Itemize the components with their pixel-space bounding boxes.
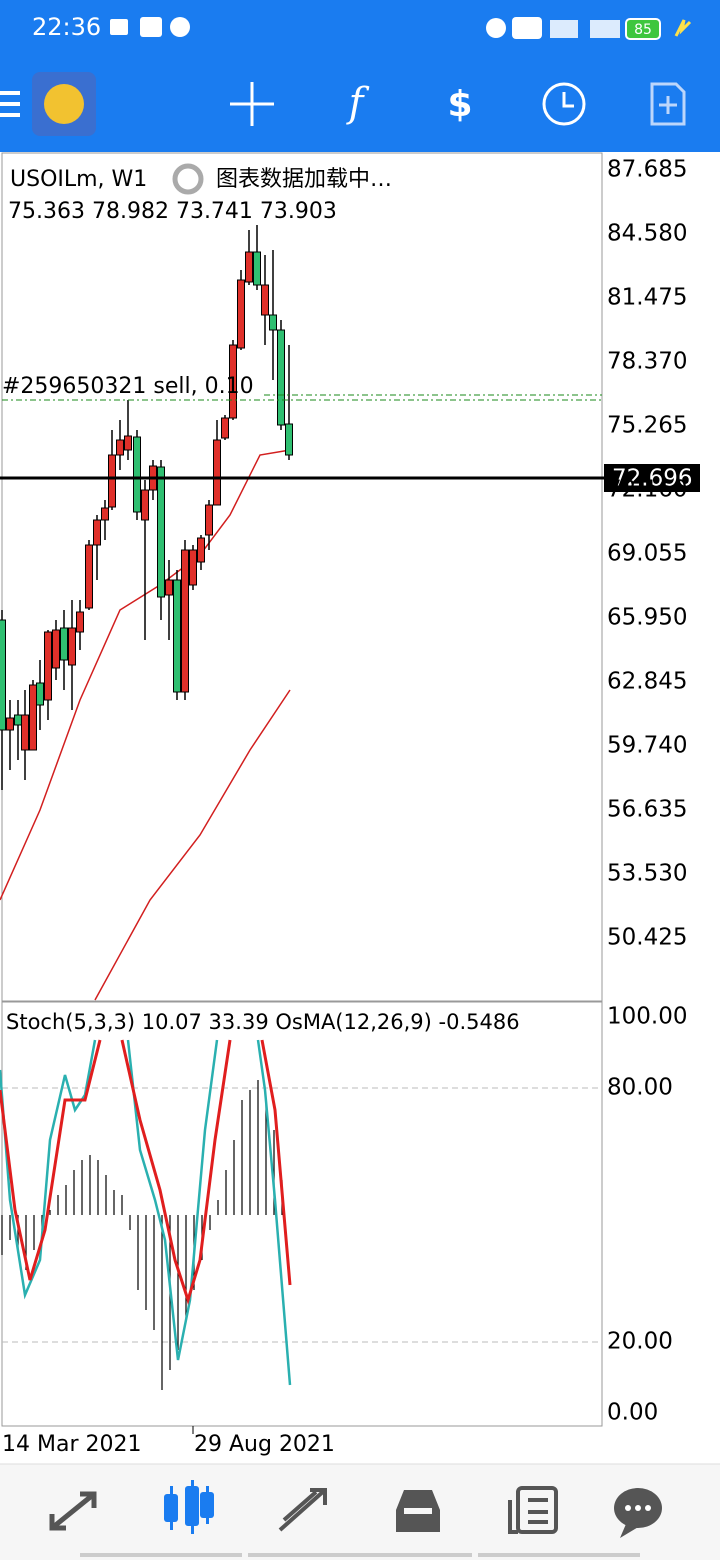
nav-indicator — [80, 1553, 242, 1557]
candle-body — [253, 251, 261, 286]
candle-body — [101, 507, 109, 521]
candle-body — [29, 684, 37, 751]
icon — [110, 19, 128, 35]
candle-body — [157, 466, 165, 598]
candle-body — [197, 537, 205, 563]
chart-tab[interactable] — [164, 1480, 214, 1534]
candle-body — [237, 279, 245, 349]
candle-body — [133, 436, 141, 513]
candle-body — [245, 251, 253, 283]
price-label: 56.635 — [607, 797, 687, 823]
bottom-nav — [0, 1464, 720, 1560]
price-label: 50.425 — [607, 925, 687, 951]
indicator-lines — [0, 1039, 292, 1390]
price-label: 65.950 — [607, 605, 687, 631]
price-tag — [604, 464, 700, 492]
indicator-axis-label: 80.00 — [607, 1075, 673, 1101]
price-label: 75.265 — [607, 413, 687, 439]
date-label: 29 Aug 2021 — [194, 1432, 335, 1457]
candle-body — [269, 314, 277, 331]
period-button[interactable] — [542, 82, 586, 126]
price-label: 81.475 — [607, 285, 687, 311]
stoch-signal — [0, 1039, 292, 1306]
candle-body — [213, 439, 221, 506]
news-tab[interactable] — [508, 1486, 558, 1534]
candle-body — [277, 329, 285, 426]
indicator-axis-label: 20.00 — [607, 1329, 673, 1355]
candle-body — [44, 631, 52, 701]
candle-body — [221, 417, 229, 439]
candle-body — [189, 549, 197, 586]
candle-body — [36, 682, 44, 706]
candle-body — [60, 627, 68, 661]
icon — [486, 18, 506, 38]
history-tab[interactable] — [396, 1490, 440, 1532]
new-order-button[interactable] — [650, 82, 686, 126]
price-label: 62.845 — [607, 669, 687, 695]
loading-text: 图表数据加载中… — [216, 167, 392, 192]
price-label: 84.580 — [607, 221, 687, 247]
price-label: 87.685 — [607, 157, 687, 183]
indicator-axis-label: 0.00 — [607, 1400, 658, 1426]
candle-body — [93, 519, 101, 546]
candle-body — [124, 435, 132, 451]
price-label: 59.740 — [607, 733, 687, 759]
chart-frame — [1, 152, 603, 1002]
indicator-label: Stoch(5,3,3) 10.07 33.39 OsMA(12,26,9) -… — [6, 1010, 520, 1034]
candles — [0, 225, 293, 1001]
candle-body — [0, 619, 6, 731]
ohlc: 75.363 78.982 73.741 73.903 — [8, 199, 337, 224]
candle-body — [85, 544, 93, 609]
trade-tab[interactable] — [278, 1488, 327, 1532]
candle-body — [52, 629, 60, 669]
candle-body — [68, 627, 76, 666]
icon — [140, 17, 162, 37]
candle-body — [76, 611, 84, 633]
indicator-axis-label: 100.00 — [607, 1004, 687, 1030]
signal — [550, 20, 578, 38]
symbol: USOILm, W1 — [10, 167, 147, 192]
current-price: 72.696 — [612, 466, 692, 492]
candle-body — [205, 504, 213, 536]
icon — [170, 17, 190, 37]
candle-body — [21, 714, 29, 751]
candle-body — [141, 489, 149, 521]
candle-body — [108, 454, 116, 508]
nav-indicator — [248, 1553, 472, 1557]
order-label: #259650321 sell, 0.10 — [2, 374, 254, 399]
clock: 22:36 — [32, 13, 101, 41]
app-logo-mark — [44, 84, 84, 124]
stoch-main — [0, 1039, 292, 1386]
indicator-frame — [1, 1001, 603, 1427]
crosshair-button[interactable] — [230, 82, 274, 126]
price-label: 72.160 — [607, 477, 687, 503]
battery — [625, 18, 661, 40]
icon — [512, 17, 542, 39]
quotes-tab[interactable] — [49, 1491, 97, 1531]
messages-tab[interactable] — [614, 1488, 662, 1538]
menu-button[interactable] — [0, 91, 20, 117]
trade-button[interactable]: $ — [447, 84, 472, 125]
price-label: 69.055 — [607, 541, 687, 567]
candle-body — [285, 423, 293, 456]
nav-indicator — [478, 1553, 640, 1557]
price-label: 53.530 — [607, 861, 687, 887]
battery-level: 85 — [634, 22, 652, 38]
ma-long — [94, 689, 291, 1001]
candle-body — [181, 549, 189, 693]
candle-body — [261, 284, 269, 316]
signal — [590, 20, 620, 38]
date-label: 14 Mar 2021 — [2, 1432, 141, 1457]
candle-body — [165, 579, 173, 596]
candle-body — [229, 344, 237, 419]
spinner — [172, 163, 204, 195]
candle-body — [14, 714, 22, 726]
candle-body — [6, 717, 14, 731]
candle-body — [173, 579, 181, 693]
candle-body — [116, 439, 124, 456]
price-label: 78.370 — [607, 349, 687, 375]
charging — [674, 19, 692, 37]
